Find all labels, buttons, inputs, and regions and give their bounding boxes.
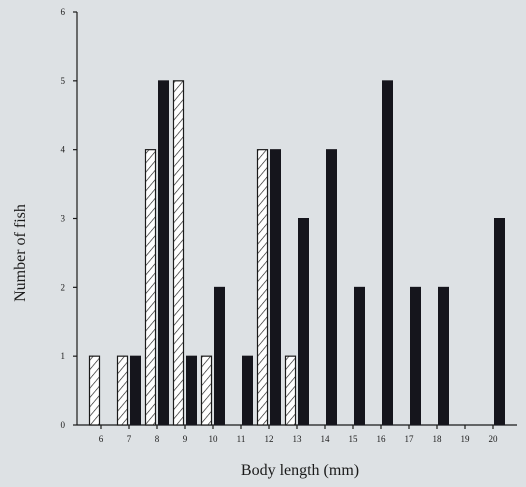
y-tick-label: 5: [61, 76, 66, 86]
bar-solid: [214, 286, 225, 426]
bar-solid: [298, 218, 309, 426]
x-tick-label: 10: [209, 434, 219, 444]
y-tick-label: 1: [61, 351, 66, 361]
bar-solid: [354, 286, 365, 426]
y-tick-label: 4: [61, 145, 66, 155]
x-tick-label: 15: [349, 434, 359, 444]
x-tick-label: 12: [265, 434, 274, 444]
x-tick-label: 16: [377, 434, 387, 444]
x-tick-label: 18: [433, 434, 443, 444]
bar-hatched: [256, 149, 269, 426]
x-tick-label: 20: [489, 434, 499, 444]
bar-hatched: [284, 355, 297, 426]
bar-hatched: [88, 355, 101, 426]
x-tick-label: 11: [237, 434, 246, 444]
bar-solid: [494, 218, 505, 426]
x-tick-label: 7: [127, 434, 132, 444]
y-axis-title: Number of fish: [12, 204, 29, 302]
bar-solid: [130, 355, 141, 426]
x-tick-label: 13: [293, 434, 303, 444]
x-tick-label: 17: [405, 434, 415, 444]
bar-solid: [438, 286, 449, 426]
bar-hatched: [144, 149, 157, 426]
y-tick-label: 6: [61, 7, 66, 17]
y-tick-label: 2: [61, 282, 66, 292]
bar-solid: [242, 355, 253, 426]
x-tick-label: 9: [183, 434, 188, 444]
bar-hatched: [116, 355, 129, 426]
bar-solid: [270, 149, 281, 426]
axes: [76, 12, 517, 426]
bar-solid: [410, 286, 421, 426]
bar-hatched: [200, 355, 213, 426]
bars: [88, 80, 505, 426]
bar-solid: [382, 80, 393, 426]
y-tick-label: 0: [61, 420, 66, 430]
x-tick-label: 19: [461, 434, 471, 444]
bar-solid: [186, 355, 197, 426]
x-tick-label: 6: [99, 434, 104, 444]
x-tick-label: 14: [321, 434, 331, 444]
bar-hatched: [172, 80, 185, 426]
bar-solid: [158, 80, 169, 426]
y-tick-label: 3: [61, 214, 66, 224]
x-tick-label: 8: [155, 434, 160, 444]
bar-solid: [326, 149, 337, 426]
x-axis-title: Body length (mm): [241, 462, 359, 479]
